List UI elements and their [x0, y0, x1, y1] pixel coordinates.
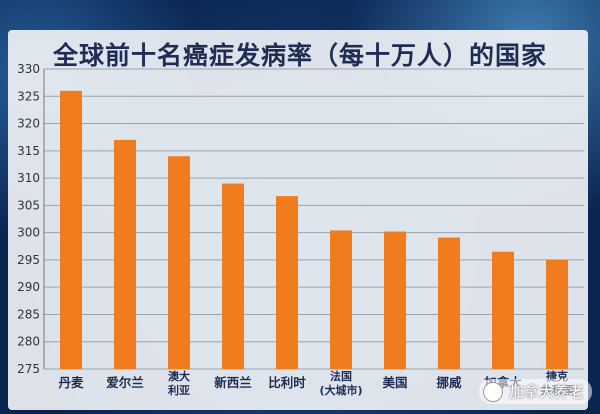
y-tick-label: 310	[17, 171, 40, 185]
wechat-icon	[482, 381, 503, 402]
bar	[330, 230, 352, 369]
y-tick-label: 305	[17, 198, 40, 212]
x-tick-label: 法国(大城市)	[319, 369, 362, 397]
x-tick-label: 美国	[382, 375, 407, 390]
x-tick-label: 爱尔兰	[106, 375, 144, 390]
x-tick-label: 新西兰	[214, 375, 252, 390]
y-tick-label: 275	[17, 362, 40, 376]
y-tick-label: 320	[17, 117, 40, 131]
x-tick-label: 丹麦	[58, 375, 84, 390]
y-tick-label: 330	[17, 62, 40, 76]
y-tick-label: 300	[17, 226, 40, 240]
bar	[276, 196, 298, 369]
bar	[222, 183, 244, 369]
y-tick-label: 285	[17, 307, 40, 321]
x-tick-label: 澳大利亚	[168, 369, 190, 397]
watermark-text: 加拿大养老	[508, 383, 584, 401]
y-tick-label: 280	[17, 335, 40, 349]
x-tick-label: 比利时	[268, 375, 306, 390]
y-tick-label: 290	[17, 280, 40, 294]
bar	[546, 259, 568, 369]
bar	[60, 90, 82, 370]
y-tick-label: 325	[17, 89, 40, 103]
chart-title: 全球前十名癌症发病率（每十万人）的国家	[52, 41, 547, 70]
bar	[492, 251, 514, 369]
bar	[438, 237, 460, 369]
y-tick-label: 295	[17, 253, 40, 267]
watermark-badge: 加拿大养老	[478, 379, 592, 404]
bar	[168, 156, 190, 369]
x-tick-label: 挪威	[436, 375, 462, 390]
bar	[114, 139, 136, 369]
bar	[384, 231, 406, 369]
y-tick-label: 315	[17, 144, 40, 158]
